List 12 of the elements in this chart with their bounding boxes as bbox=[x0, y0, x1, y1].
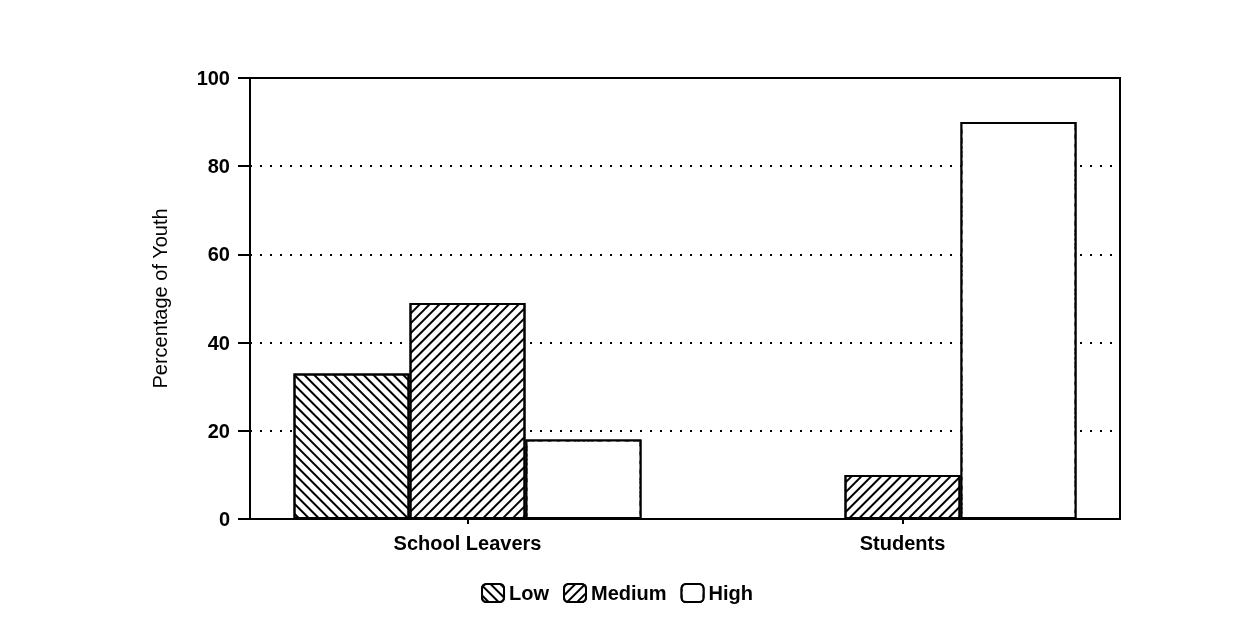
y-tick-label: 80 bbox=[207, 155, 230, 178]
y-axis-title: Percentage of Youth bbox=[149, 208, 171, 389]
legend-label: High bbox=[708, 582, 753, 604]
y-tick-label: 40 bbox=[207, 331, 230, 354]
legend-label: Medium bbox=[591, 582, 667, 604]
x-tick-label: School Leavers bbox=[393, 532, 542, 554]
y-tick-label: 100 bbox=[196, 67, 230, 89]
y-tick-label: 0 bbox=[218, 508, 230, 530]
y-tick-label: 20 bbox=[207, 419, 230, 442]
x-tick-label: Students bbox=[859, 532, 946, 554]
y-tick-label: 60 bbox=[207, 243, 230, 266]
legend-label: Low bbox=[509, 582, 550, 604]
